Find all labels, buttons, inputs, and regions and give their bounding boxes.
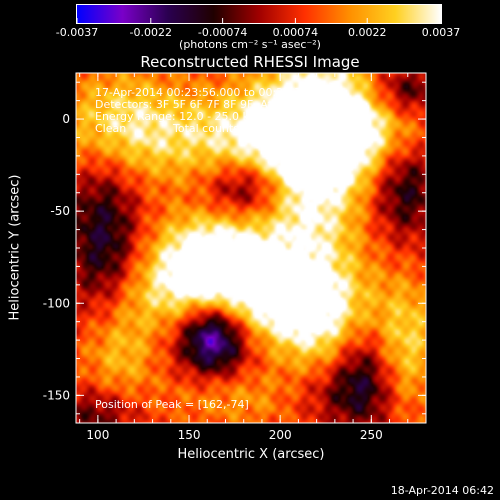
- heatmap-image: [76, 73, 426, 423]
- x-tick-label: 100: [86, 428, 109, 442]
- y-tick-label: -150: [43, 388, 70, 402]
- y-tick-label: -50: [50, 204, 70, 218]
- annotation-detectors: Detectors: 3F 5F 6F 7F 8F 9F, Att 0: [95, 98, 287, 111]
- colorbar-tick-label: -0.0022: [130, 26, 172, 39]
- colorbar: [76, 4, 442, 24]
- annotation-peak-position: Position of Peak = [162,-74]: [95, 398, 249, 411]
- colorbar-tick-label: 0.0022: [348, 26, 387, 39]
- annotation-total-counts: Total counts: 8.19E+03: [173, 122, 301, 135]
- colorbar-tick-label: 0.0037: [422, 26, 461, 39]
- annotation-energy: Energy Range: 12.0 - 25.0 keV: [95, 110, 263, 123]
- x-tick-label: 200: [269, 428, 292, 442]
- x-tick-label: 150: [178, 428, 201, 442]
- x-tick-label: 250: [360, 428, 383, 442]
- x-axis-label: Heliocentric X (arcsec): [177, 447, 325, 462]
- colorbar-tick-label: 0.00074: [273, 26, 319, 39]
- colorbar-gradient: [77, 5, 441, 23]
- footer-timestamp: 18-Apr-2014 06:42: [390, 484, 494, 497]
- annotation-time-range: 17-Apr-2014 00:23:56.000 to 00:27:30.000: [95, 86, 333, 99]
- y-tick-label: -100: [43, 296, 70, 310]
- colorbar-tick-label: -0.0037: [56, 26, 98, 39]
- colorbar-axis: -0.0037 -0.0022 -0.00074 0.00074 0.0022 0.003…: [56, 18, 461, 39]
- chart-title: Reconstructed RHESSI Image: [140, 53, 360, 71]
- y-axis-label: Heliocentric Y (arcsec): [7, 174, 23, 321]
- annotation-method: Clean: [95, 122, 127, 135]
- colorbar-units-label: (photons cm⁻² s⁻¹ asec⁻²): [179, 38, 321, 51]
- colorbar-tick-label: -0.00074: [198, 26, 247, 39]
- y-tick-label: 0: [62, 112, 70, 126]
